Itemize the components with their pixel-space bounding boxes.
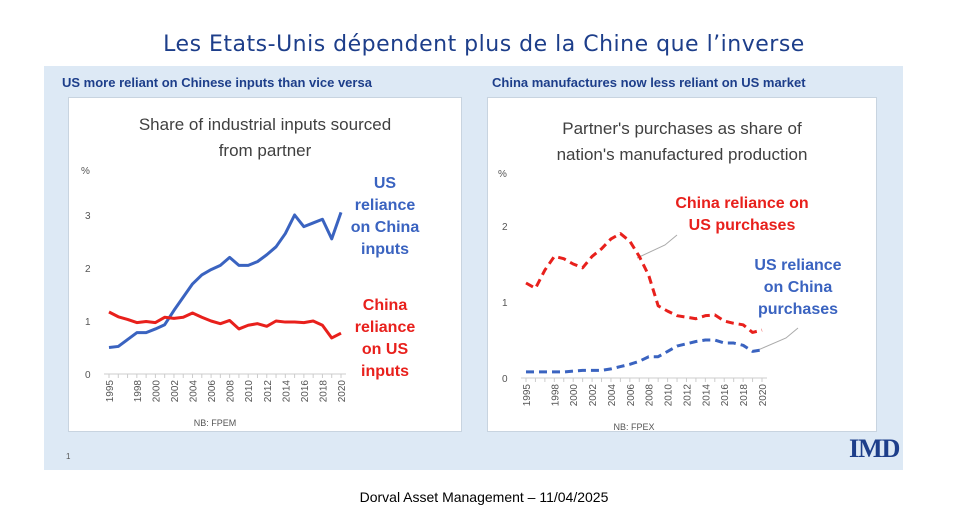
x-tick-label: 2002 bbox=[170, 380, 181, 403]
page-number: 1 bbox=[66, 452, 71, 461]
chart-title: nation's manufactured production bbox=[557, 145, 808, 164]
right-chart-svg: Partner's purchases as share of nation's … bbox=[498, 119, 842, 432]
leader-line bbox=[757, 327, 799, 351]
content-panel: US more reliant on Chinese inputs than v… bbox=[44, 66, 903, 470]
series-label: US reliance bbox=[754, 257, 841, 274]
series-line bbox=[525, 232, 763, 334]
x-tick-label: 2020 bbox=[758, 384, 769, 407]
left-chart-svg: Share of industrial inputs sourced from p… bbox=[81, 115, 420, 428]
series-label: inputs bbox=[361, 363, 409, 380]
y-tick-label: 3 bbox=[85, 211, 91, 222]
x-tick-label: 2020 bbox=[337, 380, 348, 403]
x-tick-label: 2010 bbox=[664, 384, 675, 407]
x-tick-label: 2006 bbox=[207, 380, 218, 403]
series-label: China reliance on bbox=[675, 195, 808, 212]
x-tick-label: 2004 bbox=[189, 380, 200, 403]
x-tick-label: 2000 bbox=[569, 384, 580, 407]
series-label: US bbox=[374, 175, 397, 192]
series-line bbox=[108, 310, 342, 340]
series-line bbox=[526, 338, 763, 374]
chart-note: NB: FPEM bbox=[194, 418, 237, 428]
y-axis-unit: % bbox=[81, 166, 90, 177]
series-label: inputs bbox=[361, 241, 409, 258]
x-tick-label: 2018 bbox=[318, 380, 329, 403]
right-chart: Partner's purchases as share of nation's … bbox=[487, 97, 877, 432]
x-tick-label: 2002 bbox=[588, 384, 599, 407]
y-tick-label: 1 bbox=[85, 317, 91, 328]
page-title: Les Etats-Unis dépendent plus de la Chin… bbox=[163, 32, 805, 57]
x-tick-label: 2000 bbox=[151, 380, 162, 403]
y-tick-label: 1 bbox=[502, 298, 508, 309]
chart-title: Share of industrial inputs sourced bbox=[139, 115, 391, 134]
x-tick-label: 2014 bbox=[281, 380, 292, 403]
right-chart-subtitle: China manufactures now less reliant on U… bbox=[492, 75, 806, 90]
series-label: US purchases bbox=[689, 217, 796, 234]
imd-logo: IMD bbox=[849, 434, 900, 463]
x-tick-label: 2008 bbox=[645, 384, 656, 407]
x-tick-label: 2016 bbox=[720, 384, 731, 407]
x-tick-label: 1995 bbox=[522, 384, 533, 407]
y-tick-label: 2 bbox=[502, 222, 508, 233]
x-tick-label: 2008 bbox=[226, 380, 237, 403]
chart-title: from partner bbox=[219, 141, 312, 160]
x-tick-label: 2010 bbox=[244, 380, 255, 403]
x-tick-label: 2016 bbox=[300, 380, 311, 403]
x-tick-label: 2012 bbox=[682, 384, 693, 407]
series-label: China bbox=[363, 297, 408, 314]
left-chart: Share of industrial inputs sourced from p… bbox=[68, 97, 462, 432]
y-tick-label: 0 bbox=[502, 374, 508, 385]
series-label: reliance bbox=[355, 319, 416, 336]
y-tick-label: 0 bbox=[85, 370, 91, 381]
x-tick-label: 2006 bbox=[626, 384, 637, 407]
y-axis-unit: % bbox=[498, 169, 507, 180]
series-label: reliance bbox=[355, 197, 416, 214]
x-tick-label: 1998 bbox=[133, 380, 144, 403]
leader-line bbox=[636, 234, 678, 259]
series-label: on US bbox=[362, 341, 409, 358]
y-tick-label: 2 bbox=[85, 264, 91, 275]
chart-note: NB: FPEX bbox=[613, 422, 654, 431]
x-tick-label: 2014 bbox=[701, 384, 712, 407]
chart-title: Partner's purchases as share of bbox=[562, 119, 802, 138]
series-label: on China bbox=[351, 219, 420, 236]
series-label: on China bbox=[764, 279, 833, 296]
series-line bbox=[108, 211, 343, 349]
x-tick-label: 2012 bbox=[263, 380, 274, 403]
series-label: purchases bbox=[758, 301, 838, 318]
x-tick-label: 1998 bbox=[550, 384, 561, 407]
footer: Dorval Asset Management – 11/04/2025 bbox=[359, 489, 609, 505]
x-tick-label: 2004 bbox=[607, 384, 618, 407]
x-tick-label: 2018 bbox=[739, 384, 750, 407]
x-tick-label: 1995 bbox=[105, 380, 116, 403]
left-chart-subtitle: US more reliant on Chinese inputs than v… bbox=[62, 75, 372, 90]
